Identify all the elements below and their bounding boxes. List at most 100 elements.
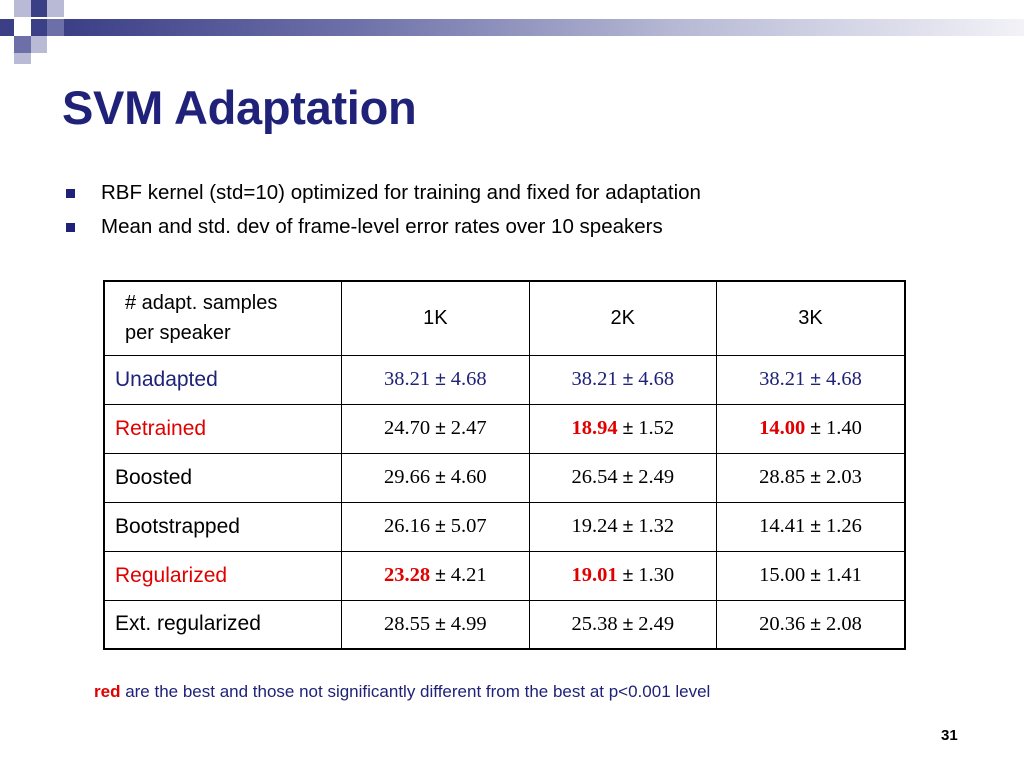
cell-mean: 26.54 [571,466,618,488]
table-cell: 19.01 ± 1.30 [528,550,718,601]
cell-sd: 1.26 [825,515,862,537]
cell-sd: 4.68 [638,368,675,390]
plus-minus: ± [435,565,446,586]
deco-square [31,36,47,53]
cell-mean: 38.21 [383,368,431,390]
bullet-text: Mean and std. dev of frame-level error r… [101,215,663,238]
slide-title: SVM Adaptation [62,81,417,134]
deco-square [14,36,31,53]
cell-sd: 4.99 [450,612,487,635]
plus-minus: ± [622,516,634,537]
table-cell: 28.55 ± 4.99 [341,599,530,650]
table-cell: 26.54 ± 2.49 [528,452,718,503]
table-cell: 14.41 ± 1.26 [716,501,906,552]
cell-mean: 38.21 [759,368,806,390]
table-row: Ext. regularized 28.55 ± 4.99 25.38 ± 2.… [103,599,906,650]
header-gradient-bar [64,19,1024,36]
bullet-text: RBF kernel (std=10) optimized for traini… [101,181,701,204]
column-header: 3K [716,280,906,356]
table-cell: 38.21 ± 4.68 [341,354,530,405]
cell-mean-best: 19.01 [571,564,618,586]
deco-square [14,53,31,64]
cell-mean: 38.21 [571,368,618,390]
table-cell: 20.36 ± 2.08 [716,599,906,650]
cell-sd: 2.47 [450,417,487,439]
table-row: Regularized 23.28 ± 4.21 19.01 ± 1.30 15… [103,550,906,601]
header-samples-label: # adapt. samples per speaker [103,280,343,356]
cell-mean-best: 14.00 [759,417,806,439]
cell-sd: 2.08 [825,612,862,635]
plus-minus: ± [435,613,446,635]
square-bullet-icon [66,188,75,198]
cell-sd: 1.32 [638,515,675,537]
cell-sd: 5.07 [450,515,487,537]
cell-sd: 1.40 [825,417,862,439]
deco-square [47,0,64,17]
cell-mean: 26.16 [383,515,431,537]
column-header: 1K [341,280,530,356]
table-row: Unadapted 38.21 ± 4.68 38.21 ± 4.68 38.2… [103,354,906,405]
cell-sd: 1.41 [825,564,862,586]
cell-mean: 14.41 [759,515,806,537]
plus-minus: ± [622,565,634,586]
cell-mean: 25.38 [571,612,618,635]
cell-sd: 4.68 [450,368,487,390]
plus-minus: ± [622,418,634,439]
cell-mean: 28.55 [383,612,431,635]
table-row: Retrained 24.70 ± 2.47 18.94 ± 1.52 14.0… [103,403,906,454]
cell-mean: 15.00 [759,564,806,586]
table-row: Boosted 29.66 ± 4.60 26.54 ± 2.49 28.85 … [103,452,906,503]
cell-mean: 28.85 [759,466,806,488]
table-cell: 14.00 ± 1.40 [716,403,906,454]
cell-sd: 1.30 [638,564,675,586]
table-cell: 25.38 ± 2.49 [528,599,718,650]
square-bullet-icon [66,222,75,232]
bullet-item: Mean and std. dev of frame-level error r… [64,210,701,244]
page-number: 31 [941,727,958,744]
row-label: Regularized [103,550,343,601]
plus-minus: ± [622,613,634,635]
cell-mean: 24.70 [383,417,431,439]
table-cell: 23.28 ± 4.21 [341,550,530,601]
cell-sd: 4.21 [450,564,487,586]
plus-minus: ± [810,613,821,635]
bullet-list: RBF kernel (std=10) optimized for traini… [64,176,701,244]
cell-mean-best: 18.94 [571,417,618,439]
cell-sd: 4.60 [450,466,487,488]
cell-sd: 4.68 [825,368,862,390]
deco-square [31,19,47,36]
deco-square [31,0,47,17]
plus-minus: ± [435,369,446,390]
table-cell: 38.21 ± 4.68 [528,354,718,405]
table-row: Bootstrapped 26.16 ± 5.07 19.24 ± 1.32 1… [103,501,906,552]
header-label-line: # adapt. samples [125,292,278,315]
cell-sd: 2.49 [638,612,675,635]
header-label-line: per speaker [125,322,231,345]
table-cell: 29.66 ± 4.60 [341,452,530,503]
table-cell: 28.85 ± 2.03 [716,452,906,503]
footnote-red-word: red [94,682,121,701]
deco-square [47,19,64,36]
plus-minus: ± [622,467,634,488]
cell-mean: 20.36 [759,612,806,635]
deco-square [14,0,31,17]
plus-minus: ± [810,516,821,537]
plus-minus: ± [810,418,821,439]
row-label: Boosted [103,452,343,503]
footnote: red are the best and those not significa… [94,682,710,702]
row-label: Retrained [103,403,343,454]
table-cell: 38.21 ± 4.68 [716,354,906,405]
table-cell: 15.00 ± 1.41 [716,550,906,601]
table-header-row: # adapt. samples per speaker 1K 2K 3K [103,280,906,356]
deco-square [0,19,14,36]
table-cell: 18.94 ± 1.52 [528,403,718,454]
row-label: Ext. regularized [103,599,343,650]
table-cell: 19.24 ± 1.32 [528,501,718,552]
cell-mean-best: 23.28 [383,564,431,586]
results-table: # adapt. samples per speaker 1K 2K 3K Un… [103,280,906,650]
footnote-text: are the best and those not significantly… [120,682,711,701]
plus-minus: ± [435,516,446,537]
row-label: Bootstrapped [103,501,343,552]
cell-sd: 1.52 [638,417,675,439]
table-cell: 26.16 ± 5.07 [341,501,530,552]
